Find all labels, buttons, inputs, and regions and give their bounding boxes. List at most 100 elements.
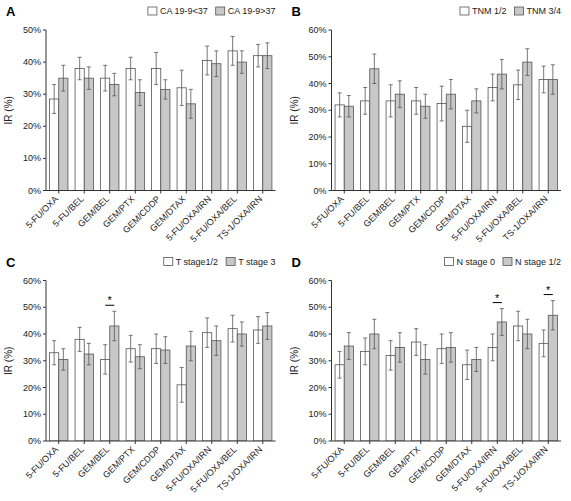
error-stem (207, 46, 208, 75)
error-stem (399, 81, 400, 108)
panel: *0%10%20%30%40%50%60%5-FU/OXA5-FU/BELGEM… (3, 255, 276, 495)
error-cap (163, 99, 167, 100)
bar (59, 359, 68, 441)
x-tick (497, 191, 498, 194)
bar (335, 105, 344, 191)
error-bar (214, 326, 218, 355)
error-stem (339, 93, 340, 117)
y-tick-label: 20% (23, 383, 41, 393)
error-bar (129, 335, 133, 362)
error-stem (114, 73, 115, 95)
bar (254, 330, 263, 441)
legend-label: TNM 3/4 (526, 6, 561, 16)
y-tick (329, 441, 332, 442)
figure: 0%10%20%30%40%50%5-FU/OXA5-FU/BELGEM/BEL… (0, 0, 571, 501)
error-cap (389, 370, 393, 371)
bar (212, 64, 221, 191)
x-tick-label: TS-1/OXA/IRN (215, 444, 264, 493)
error-cap (525, 319, 529, 320)
y-tick (329, 414, 332, 415)
x-tick (471, 191, 472, 194)
error-cap (180, 367, 184, 368)
error-cap (398, 80, 402, 81)
y-tick (329, 110, 332, 111)
legend-item: CA 19-9>37 (216, 6, 276, 16)
error-bar (240, 322, 244, 346)
x-tick (471, 441, 472, 444)
error-cap (398, 107, 402, 108)
error-stem (54, 85, 55, 114)
error-bar (347, 96, 351, 117)
bar (539, 79, 548, 190)
error-stem (181, 367, 182, 402)
error-cap (423, 344, 427, 345)
panel: 0%10%20%30%40%50%60%5-FU/OXA5-FU/BELGEM/… (289, 4, 562, 244)
bar (412, 342, 421, 441)
y-tick (43, 62, 46, 63)
error-cap (180, 70, 184, 71)
error-cap (214, 50, 218, 51)
error-cap (491, 100, 495, 101)
panel-label: D (292, 255, 301, 270)
error-cap (103, 90, 107, 91)
error-cap (491, 360, 495, 361)
error-bar (474, 347, 478, 371)
error-cap (414, 355, 418, 356)
error-cap (465, 350, 469, 351)
error-stem (267, 313, 268, 340)
y-tick-label: 30% (23, 89, 41, 99)
error-stem (348, 96, 349, 117)
bar (263, 326, 272, 441)
error-bar (129, 57, 133, 79)
y-tick (43, 334, 46, 335)
error-cap (525, 75, 529, 76)
error-cap (256, 316, 260, 317)
error-cap (78, 79, 82, 80)
error-bar (542, 66, 546, 93)
error-cap (449, 332, 453, 333)
error-cap (112, 311, 116, 312)
error-bar (491, 74, 495, 101)
error-cap (363, 338, 367, 339)
error-cap (516, 99, 520, 100)
x-tick (84, 441, 85, 444)
error-cap (265, 312, 269, 313)
bar (370, 69, 379, 191)
bar (539, 343, 548, 441)
error-bar (372, 319, 376, 348)
error-stem (241, 51, 242, 73)
error-bar (423, 345, 427, 374)
error-stem (552, 301, 553, 330)
bar (135, 357, 144, 441)
error-bar (231, 36, 235, 65)
y-tick-label: 50% (23, 302, 41, 312)
error-stem (543, 66, 544, 93)
error-stem (190, 89, 191, 118)
significance-star: * (108, 294, 113, 306)
error-cap (205, 46, 209, 47)
error-cap (129, 57, 133, 58)
error-cap (205, 347, 209, 348)
y-tick (43, 360, 46, 361)
error-stem (348, 333, 349, 360)
error-bar (500, 59, 504, 88)
error-stem (339, 351, 340, 378)
error-stem (390, 85, 391, 117)
legend-item: T stage1/2 (164, 257, 218, 267)
error-cap (474, 112, 478, 113)
error-bar (440, 334, 444, 363)
error-cap (61, 65, 65, 66)
error-stem (518, 70, 519, 99)
x-tick (58, 191, 59, 194)
y-tick-label: 60% (308, 276, 326, 286)
plot-area (50, 311, 272, 441)
error-stem (450, 79, 451, 108)
error-cap (449, 362, 453, 363)
error-stem (416, 329, 417, 356)
error-bar (240, 51, 244, 73)
y-tick (329, 83, 332, 84)
y-tick (43, 387, 46, 388)
y-tick-label: 60% (23, 276, 41, 286)
y-tick (43, 30, 46, 31)
error-bar (163, 337, 167, 364)
